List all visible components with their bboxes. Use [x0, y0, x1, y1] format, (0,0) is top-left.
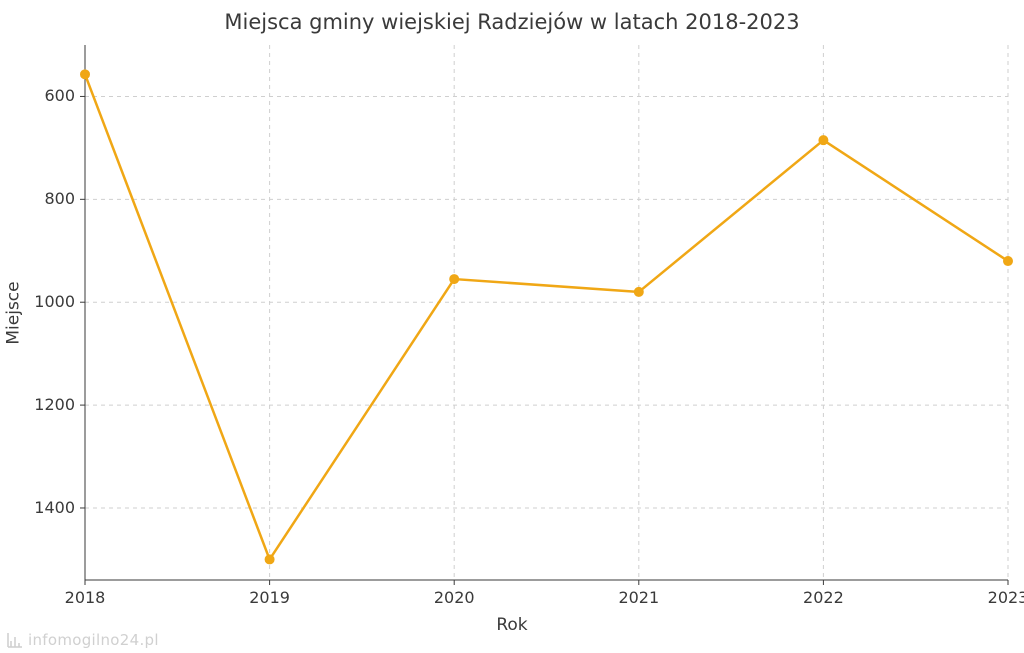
x-tick-label: 2023	[978, 588, 1024, 607]
y-tick-label: 600	[44, 86, 75, 105]
y-axis-label: Miejsce	[4, 303, 24, 323]
watermark: infomogilno24.pl	[6, 631, 159, 649]
y-tick-label: 1400	[34, 498, 75, 517]
x-tick-label: 2018	[55, 588, 115, 607]
y-tick-label: 1000	[34, 292, 75, 311]
watermark-text: infomogilno24.pl	[28, 631, 159, 649]
y-tick-label: 800	[44, 189, 75, 208]
bar-chart-icon	[6, 631, 24, 649]
x-tick-label: 2021	[609, 588, 669, 607]
x-tick-label: 2020	[424, 588, 484, 607]
x-tick-label: 2019	[240, 588, 300, 607]
x-tick-label: 2022	[793, 588, 853, 607]
y-tick-label: 1200	[34, 395, 75, 414]
chart-plot-area	[0, 0, 1024, 653]
